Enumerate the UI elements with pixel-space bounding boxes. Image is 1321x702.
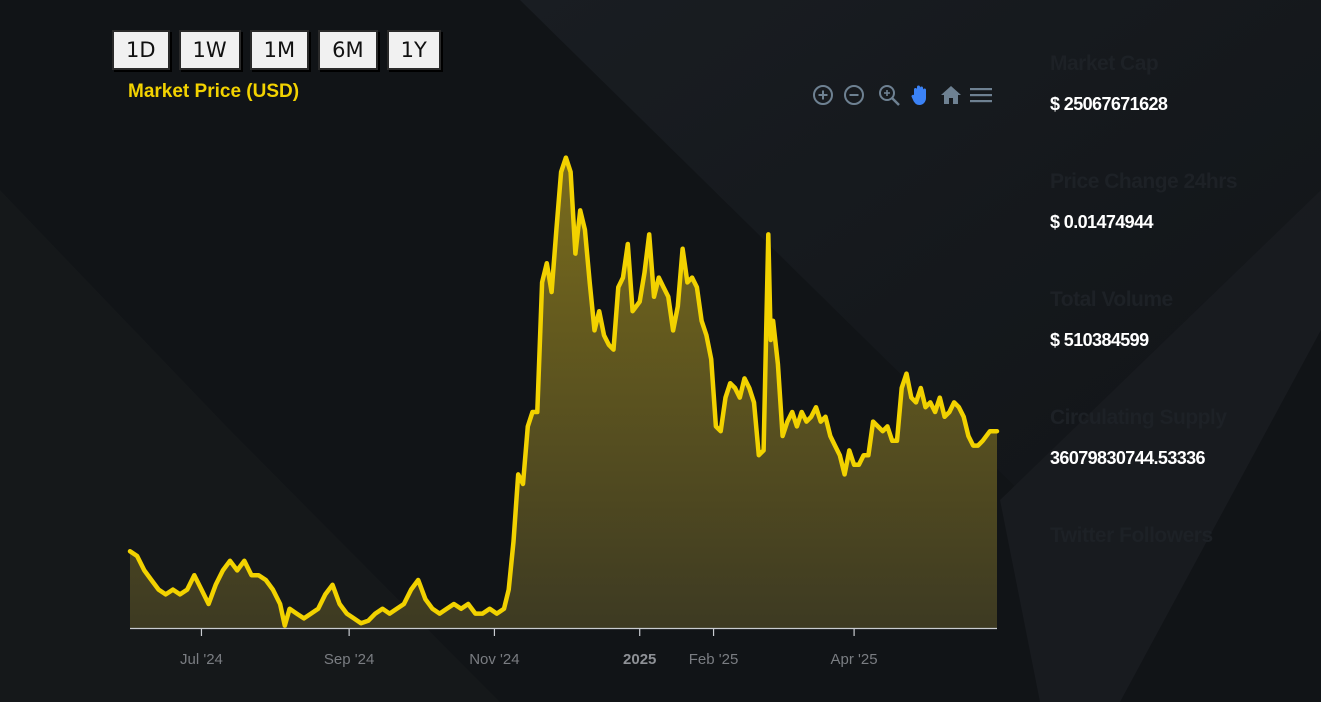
zoom-in-icon[interactable] [811,83,835,107]
x-tick-label: Apr '25 [831,651,878,668]
x-tick-label: Sep '24 [324,651,374,668]
price-chart: Jul '24 Sep '24 Nov '24 2025 Feb '25 Apr '25 [127,155,1000,668]
x-tick-label: Jul '24 [180,651,223,668]
circulating-supply-value: 36079830744.53336 [1050,448,1206,468]
total-volume-value: $ 510384599 [1050,330,1149,350]
price-change-stat: Price Change 24hrs $ 0.01474944 [1050,170,1310,288]
zoom-out-icon[interactable] [842,83,866,107]
range-selector: 1D 1W 1M 6M 1Y [112,30,441,70]
price-change-value: $ 0.01474944 [1050,212,1154,232]
total-volume-label: Total Volume [1050,288,1173,311]
range-1w-button[interactable]: 1W [178,30,241,70]
x-tick-label: Feb '25 [689,651,739,668]
pan-hand-icon[interactable] [908,83,932,107]
twitter-followers-stat: Twitter Followers [1050,524,1310,642]
zoom-select-icon[interactable] [877,83,901,107]
reset-home-icon[interactable] [939,83,963,107]
menu-icon[interactable] [969,83,993,107]
total-volume-stat: Total Volume $ 510384599 [1050,288,1310,406]
range-1y-button[interactable]: 1Y [386,30,441,70]
range-1m-button[interactable]: 1M [249,30,310,70]
x-tick-label: 2025 [623,651,656,668]
market-cap-stat: Market Cap $ 25067671628 [1050,52,1310,170]
price-area [130,157,997,628]
circulating-supply-label: Circulating Supply [1050,406,1227,429]
price-change-label: Price Change 24hrs [1050,170,1238,193]
x-tick-label: Nov '24 [469,651,519,668]
price-line [127,155,1000,628]
stats-panel: Market Cap $ 25067671628 Price Change 24… [1050,52,1310,642]
range-6m-button[interactable]: 6M [318,30,378,70]
chart-title: Market Price (USD) [128,81,300,102]
chart-toolbar [811,83,1000,107]
market-cap-label: Market Cap [1050,52,1159,75]
twitter-followers-label: Twitter Followers [1050,524,1213,547]
circulating-supply-stat: Circulating Supply 36079830744.53336 [1050,406,1310,524]
market-cap-value: $ 25067671628 [1050,94,1168,114]
range-1d-button[interactable]: 1D [112,30,170,70]
